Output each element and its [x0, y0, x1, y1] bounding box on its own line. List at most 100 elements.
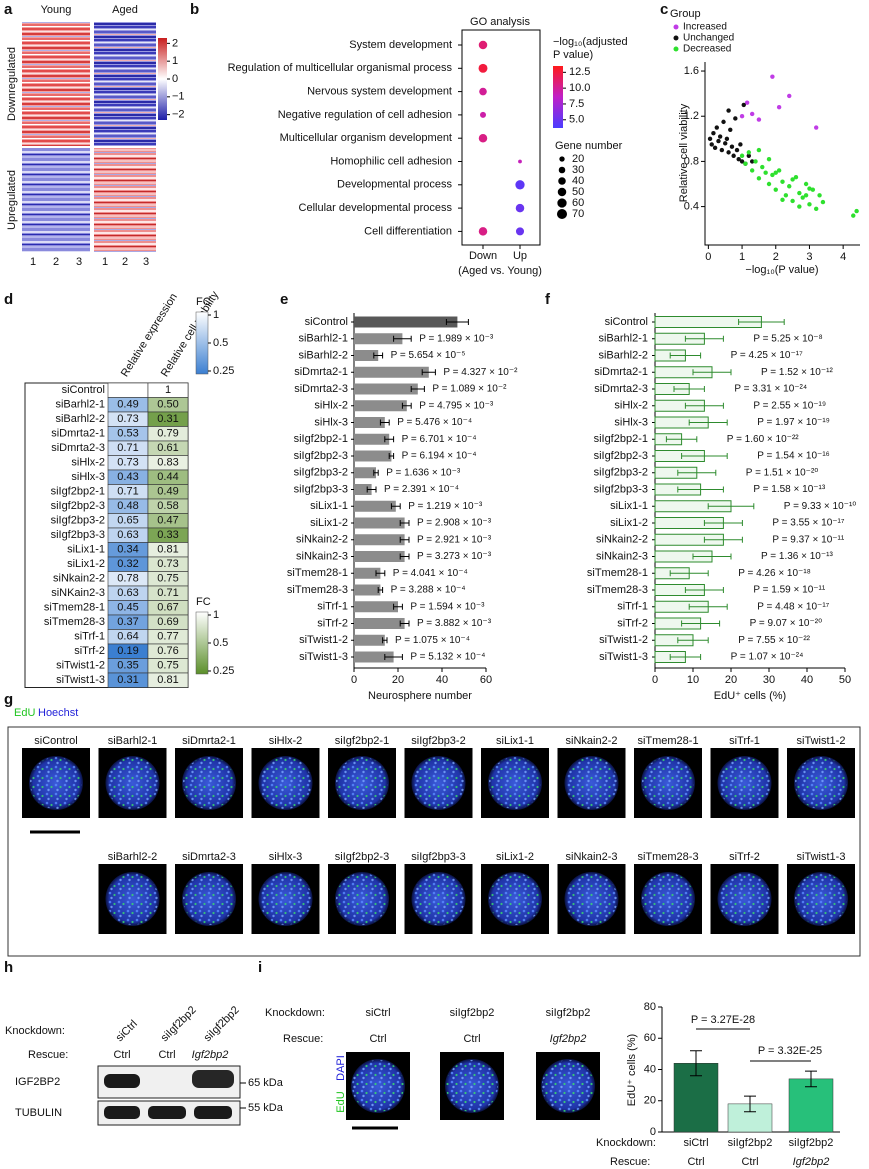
point — [776, 168, 782, 173]
image-label: siIgf2bp2-3 — [335, 851, 389, 863]
spheroid-cells — [718, 757, 771, 809]
y-axis-label: Relative cell viability — [678, 103, 690, 202]
category-label: siNkain2-3 — [596, 550, 648, 562]
p-value: P = 1.54 × 10⁻¹⁶ — [757, 451, 830, 462]
bar — [354, 517, 405, 529]
p-value: P = 5.654 × 10⁻⁵ — [391, 350, 466, 361]
colorbar-tick-label: 0 — [172, 73, 178, 85]
x-tick-label: 40 — [801, 674, 813, 686]
size-key-label: 30 — [572, 164, 584, 176]
size-key — [558, 166, 566, 174]
dot — [479, 87, 487, 96]
table-cell — [107, 382, 149, 398]
point — [711, 130, 716, 136]
category-label: siLix1-1 — [610, 500, 648, 512]
spheroid-cells — [446, 1060, 498, 1112]
category-label: siTwist1-2 — [299, 634, 348, 646]
point — [790, 198, 795, 204]
point — [770, 74, 775, 79]
category-label: siDmrta2-1 — [294, 366, 348, 378]
point — [797, 204, 802, 209]
rescue-label: Igf2bp2 — [550, 1033, 587, 1045]
bar — [788, 1078, 834, 1133]
spheroid-cells — [259, 757, 312, 809]
bar — [354, 634, 385, 646]
image-label: siNkain2-2 — [566, 735, 618, 747]
p-value: P = 1.989 × 10⁻³ — [419, 333, 494, 344]
spheroid-cells — [795, 757, 847, 809]
legend-label: EdU — [14, 707, 35, 719]
point — [817, 193, 822, 198]
lane-label: siCtrl — [114, 1018, 140, 1044]
table-value: 0.35 — [117, 660, 138, 672]
x-axis-label: EdU⁺ cells (%) — [714, 690, 786, 702]
legend-tick-label: 0.25 — [213, 665, 234, 677]
spheroid-cells — [106, 757, 159, 809]
x-tick-label: 1 — [739, 251, 745, 263]
point — [780, 179, 785, 184]
panel-label: c — [660, 1, 668, 18]
row-label: siTrf-2 — [74, 645, 105, 657]
x-axis-label: Neurosphere number — [368, 690, 472, 702]
x-axis-label: −log₁₀(P value) — [745, 264, 818, 276]
point — [739, 153, 745, 158]
bar — [354, 433, 390, 445]
x-tick-label: 60 — [480, 674, 492, 686]
category-label: siIgf2bp2-3 — [594, 450, 648, 462]
y-tick-label: 1.2 — [684, 110, 699, 122]
p-value: P = 4.327 × 10⁻² — [443, 367, 518, 378]
size-key-label: 50 — [572, 186, 584, 198]
x-tick-label: 2 — [773, 251, 779, 263]
point — [766, 181, 772, 187]
bar — [354, 500, 396, 512]
legend-tick-label: 0.25 — [213, 365, 234, 377]
p-value: P = 5.132 × 10⁻⁴ — [410, 652, 485, 663]
spheroid-cells — [336, 757, 388, 809]
bar — [354, 400, 407, 412]
image-label: siBarhl2-2 — [108, 851, 158, 863]
table-value: 0.19 — [117, 645, 138, 657]
error-bar — [421, 369, 436, 376]
row-label: siBarhl2-1 — [55, 399, 105, 411]
p-value: P = 2.921 × 10⁻³ — [417, 534, 492, 545]
spheroid-cells — [183, 757, 235, 809]
rescue-label: Igf2bp2 — [192, 1049, 229, 1061]
error-bar — [669, 352, 702, 359]
error-bar — [373, 469, 379, 476]
point — [851, 213, 856, 218]
error-bar — [375, 570, 386, 577]
image-label: siIgf2bp3-3 — [411, 851, 465, 863]
p-value: P = 4.26 × 10⁻¹⁸ — [738, 568, 811, 579]
rescue-label: Ctrl — [158, 1049, 175, 1061]
point — [766, 156, 772, 162]
error-bar — [665, 436, 698, 443]
error-bar — [677, 486, 724, 493]
row-label: siDmrta2-1 — [51, 428, 105, 440]
point — [770, 172, 775, 178]
colorbar-tick-label: 10.0 — [569, 82, 590, 94]
table-value: 0.63 — [117, 529, 138, 541]
row-label: siTmem28-3 — [44, 616, 105, 628]
error-bar — [707, 503, 755, 510]
size-key — [557, 187, 567, 197]
point — [712, 145, 718, 151]
point — [739, 114, 745, 119]
lane-label: siIgf2bp2 — [202, 1004, 242, 1044]
p-value: P = 4.48 × 10⁻¹⁷ — [757, 601, 829, 612]
size-key — [557, 198, 567, 208]
error-bar — [669, 654, 702, 660]
p-value: P = 1.59 × 10⁻¹¹ — [753, 585, 825, 596]
legend-label: Hoechst — [38, 707, 78, 719]
table-value: 0.48 — [117, 500, 138, 512]
size-key-label: 70 — [572, 208, 584, 220]
term-label: Cell differentiation — [364, 225, 452, 237]
row-label: siHlx-2 — [71, 457, 105, 469]
table-value: 0.71 — [117, 486, 138, 498]
x-tick-label: 0 — [652, 674, 658, 686]
point — [709, 142, 714, 147]
p-value: P = 1.60 × 10⁻²² — [727, 434, 799, 445]
marker-label: 65 kDa — [248, 1077, 284, 1089]
error-bar — [688, 603, 728, 610]
panel-label: h — [4, 959, 13, 976]
category-label: siLix1-1 — [310, 500, 348, 512]
